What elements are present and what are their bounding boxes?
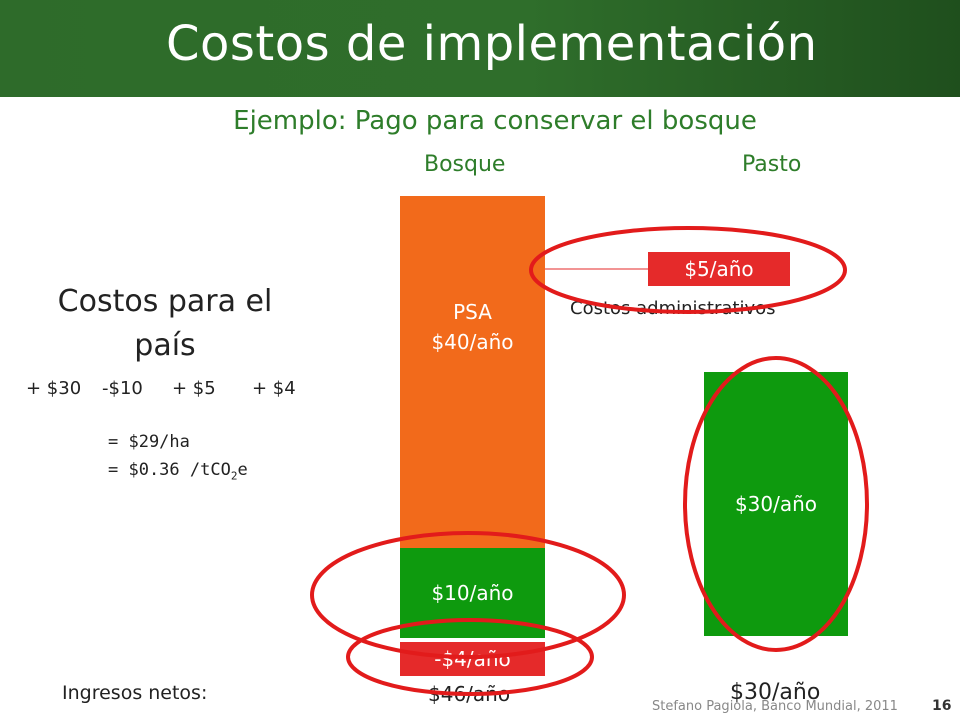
slide-title: Costos de implementación: [166, 16, 818, 72]
pasture-income-bar: $30/año: [704, 372, 848, 636]
column-label-bosque: Bosque: [424, 152, 506, 177]
psa-label: PSA: [453, 300, 492, 324]
country-term-3: + $5: [172, 378, 216, 399]
country-term-2: -$10: [102, 378, 143, 399]
forest-cost-bar: -$4/año: [400, 642, 545, 676]
column-label-pasto: Pasto: [742, 152, 802, 177]
admin-cost-bar: $5/año: [648, 252, 790, 286]
country-term-4: + $4: [252, 378, 296, 399]
footer-credit: Stefano Pagiola, Banco Mundial, 2011: [652, 699, 898, 714]
country-cost-per-tco2: = $0.36 /tCO2e: [108, 460, 248, 483]
psa-value: $40/año: [431, 330, 514, 354]
page-number: 16: [932, 698, 952, 714]
net-income-bosque: $46/año: [428, 682, 511, 706]
net-income-label: Ingresos netos:: [62, 682, 208, 704]
title-bar: Costos de implementación: [0, 0, 960, 97]
psa-bar: PSA $40/año: [400, 196, 545, 548]
country-costs-title: Costos para el país: [57, 284, 273, 363]
country-cost-per-ha: = $29/ha: [108, 432, 190, 452]
country-term-1: + $30: [26, 378, 82, 399]
forest-income-bar: $10/año: [400, 548, 545, 638]
admin-cost-label: Costos administrativos: [570, 298, 776, 319]
slide-subtitle: Ejemplo: Pago para conservar el bosque: [233, 106, 757, 136]
net-income-pasto: $30/año: [730, 680, 821, 705]
